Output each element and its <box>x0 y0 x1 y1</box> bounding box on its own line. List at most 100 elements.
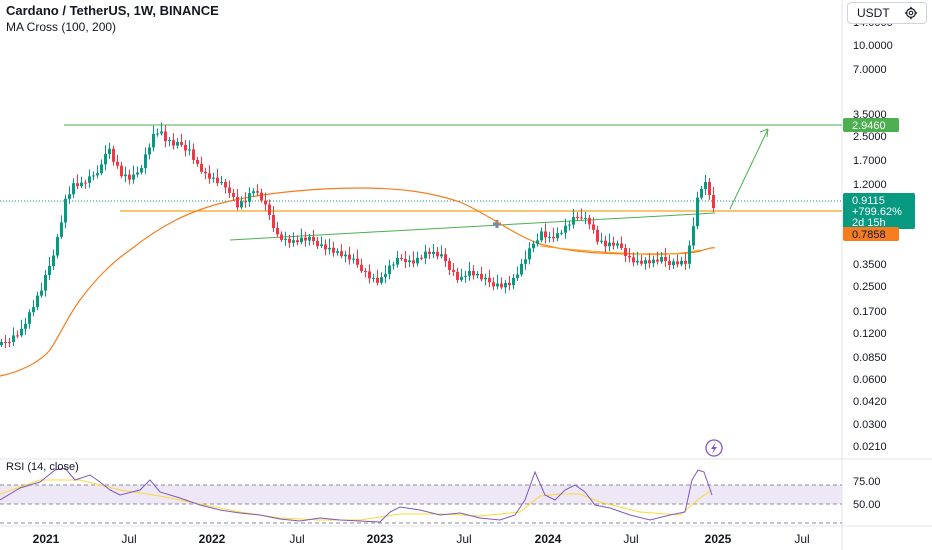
candle-body <box>304 237 307 241</box>
candle-body <box>72 183 75 195</box>
candle-body <box>580 217 583 219</box>
candle-body <box>668 261 671 265</box>
candle-body <box>348 254 351 260</box>
candle-body <box>272 215 275 228</box>
candle-body <box>388 265 391 275</box>
candle-body <box>92 175 95 177</box>
candle-body <box>324 244 327 250</box>
time-tick-label: Jul <box>121 532 136 546</box>
svg-text:2.9460: 2.9460 <box>852 120 886 132</box>
time-tick-label: Jul <box>623 532 638 546</box>
trendline[interactable] <box>229 212 716 241</box>
price-tick-label: 1.7000 <box>853 155 887 167</box>
candle-body <box>508 283 511 286</box>
price-tick-label: 0.0600 <box>853 374 887 386</box>
candle-body <box>128 174 131 180</box>
indicator-title[interactable]: MA Cross (100, 200) <box>6 20 117 34</box>
candle-body <box>516 274 519 278</box>
candle-body <box>40 290 43 296</box>
last-price-value: 0.9115 <box>852 195 885 207</box>
price-tick-label: 2.5000 <box>853 131 887 143</box>
candle-body <box>500 283 503 288</box>
price-tick-label: 1.2000 <box>853 179 887 191</box>
candle-body <box>56 236 59 256</box>
time-tick-label: Jul <box>456 532 471 546</box>
candle-body <box>320 244 323 246</box>
time-tick-label: 2024 <box>535 532 562 546</box>
rsi-legend[interactable]: RSI (14, close) <box>6 461 79 473</box>
candle-body <box>656 259 659 262</box>
candle-body <box>432 251 435 254</box>
price-tick-label: 10.0000 <box>853 40 893 52</box>
candle-body <box>412 260 415 264</box>
candle-body <box>276 228 279 235</box>
price-tick-label: 0.0420 <box>853 396 887 408</box>
candle-body <box>208 173 211 179</box>
symbol-title[interactable]: Cardano / TetherUS, 1W, BINANCE <box>6 3 219 18</box>
candle-body <box>140 168 143 173</box>
candle-body <box>264 200 267 205</box>
time-tick-label: 2023 <box>367 532 394 546</box>
candle-body <box>344 254 347 257</box>
candle-body <box>16 335 19 337</box>
gear-icon[interactable] <box>904 6 918 20</box>
candle-body <box>704 182 707 189</box>
candle-body <box>120 165 123 177</box>
currency-selector[interactable]: USDT <box>847 2 927 24</box>
candle-body <box>488 277 491 283</box>
candle-body <box>548 236 551 238</box>
lightning-alert-icon[interactable] <box>705 439 723 457</box>
candle-body <box>360 264 363 271</box>
candle-body <box>452 270 455 272</box>
candle-body <box>136 172 139 175</box>
candle-body <box>652 259 655 264</box>
candle-body <box>440 254 443 257</box>
candle-body <box>44 275 47 291</box>
candle-body <box>24 323 27 329</box>
candle-body <box>180 142 183 145</box>
candle-body <box>84 182 87 184</box>
candle-body <box>504 283 507 288</box>
svg-text:0.7858: 0.7858 <box>852 229 886 241</box>
candle-body <box>340 251 343 257</box>
candle-body <box>540 231 543 241</box>
chart-legend[interactable]: Cardano / TetherUS, 1W, BINANCE MA Cross… <box>6 3 219 35</box>
candle-body <box>544 231 547 238</box>
candle-body <box>644 260 647 264</box>
price-axis-labels[interactable]: 14.000010.00007.00003.50002.50001.70001.… <box>853 17 893 453</box>
candle-body <box>636 260 639 263</box>
candle-body <box>648 260 651 264</box>
candle-body <box>220 182 223 184</box>
candle-body <box>248 193 251 202</box>
candle-body <box>156 133 159 135</box>
candle-body <box>124 174 127 177</box>
candle-body <box>468 270 471 276</box>
candle-body <box>404 259 407 262</box>
candle-body <box>556 233 559 239</box>
rsi-tick-75: 75.00 <box>853 476 881 488</box>
candle-body <box>392 264 395 266</box>
candle-body <box>64 198 67 223</box>
candle-body <box>376 277 379 283</box>
candle-body <box>28 312 31 324</box>
candle-body <box>108 148 111 155</box>
time-tick-label: Jul <box>289 532 304 546</box>
candle-body <box>8 342 11 343</box>
candle-body <box>364 271 367 272</box>
price-tick-label: 7.0000 <box>853 64 887 76</box>
price-tick-label: 0.3500 <box>853 259 887 271</box>
candle-body <box>676 261 679 265</box>
candle-body <box>528 248 531 260</box>
candle-body <box>292 240 295 243</box>
candle-body <box>532 243 535 249</box>
price-tick-label: 0.2500 <box>853 281 887 293</box>
price-change-value: +799.62% <box>852 206 902 218</box>
candle-body <box>384 274 387 278</box>
rsi-line <box>0 467 713 523</box>
candle-body <box>284 238 287 240</box>
time-axis-labels[interactable]: 2021 Jul 2022 Jul 2023 Jul 2024 Jul 2025 Jul <box>33 532 810 546</box>
price-tick-label: 0.1700 <box>853 306 887 318</box>
candle-body <box>48 266 51 275</box>
projection-arrow[interactable] <box>729 128 769 210</box>
